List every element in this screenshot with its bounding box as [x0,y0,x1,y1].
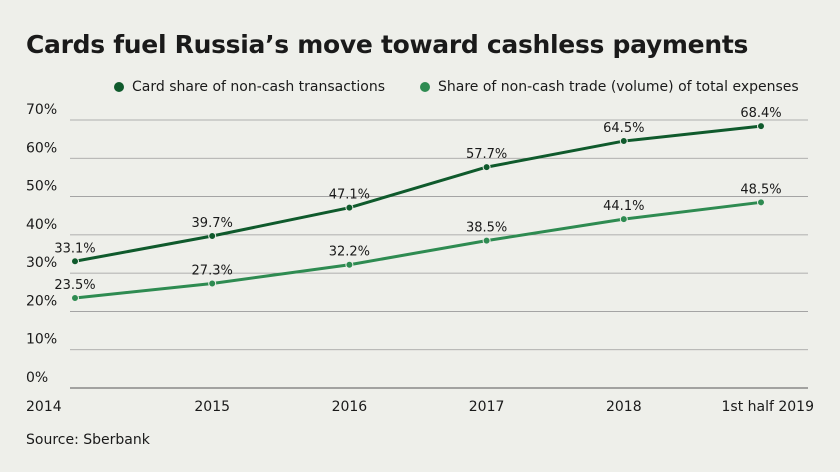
data-label: 48.5% [740,182,781,197]
data-point [482,163,491,172]
data-point [71,257,79,266]
data-label: 44.1% [603,199,644,214]
y-tick-label: 40% [26,217,57,233]
data-label: 38.5% [466,221,507,236]
data-point [757,198,765,207]
data-label: 47.1% [329,188,370,203]
y-tick-label: 0% [26,370,48,386]
legend-label-noncash-trade: Share of non-cash trade (volume) of tota… [438,79,799,95]
data-label: 68.4% [740,106,781,121]
data-label: 27.3% [192,263,233,278]
y-tick-label: 30% [26,255,57,271]
data-label: 64.5% [603,121,644,136]
legend-marker-card-share [114,82,124,92]
data-point [345,203,354,212]
y-tick-label: 20% [26,293,57,309]
data-point [619,215,628,224]
legend-item-noncash-trade: Share of non-cash trade (volume) of tota… [420,78,799,96]
x-tick-label: 2017 [469,399,505,415]
x-tick-label: 2016 [332,399,368,415]
legend-marker-noncash-trade [420,82,430,92]
data-point [208,232,217,241]
data-label: 32.2% [329,245,370,260]
x-tick-label: 2018 [606,399,642,415]
chart-title: Cards fuel Russia’s move toward cashless… [26,30,749,59]
data-label: 23.5% [54,278,95,293]
x-tick-label: 2015 [194,399,230,415]
data-point [71,294,79,303]
series-line-0 [73,124,763,263]
data-label: 39.7% [192,216,233,231]
legend-item-card-share: Card share of non-cash transactions [114,78,385,96]
data-point [345,260,354,269]
y-tick-label: 60% [26,140,57,156]
data-point [757,122,765,131]
x-tick-label: 1st half 2019 [722,399,815,415]
data-label: 57.7% [466,147,507,162]
x-tick-label: 2014 [26,399,62,415]
data-point [208,279,217,288]
data-point [619,137,628,146]
data-label: 33.1% [54,241,95,256]
legend-label-card-share: Card share of non-cash transactions [132,79,386,95]
y-tick-label: 50% [26,179,57,195]
data-point [482,236,491,245]
y-tick-label: 70% [26,102,57,118]
source-note: Source: Sberbank [26,432,150,448]
series-line-1 [73,200,763,300]
y-tick-label: 10% [26,332,57,348]
